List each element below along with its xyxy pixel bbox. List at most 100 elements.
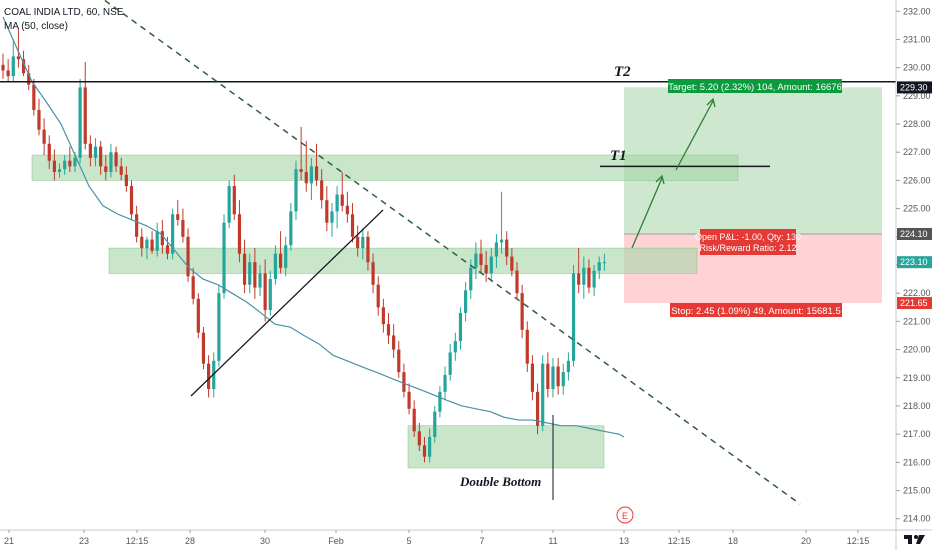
candle-body: [335, 194, 339, 212]
x-tick-label: 21: [4, 536, 14, 546]
candle-body: [386, 324, 391, 336]
candle-body: [191, 276, 195, 299]
y-tick-label: 227.00: [903, 147, 931, 157]
candle: [304, 140, 308, 192]
stop-label-box: [670, 303, 842, 317]
event-badge: [616, 506, 634, 524]
candle: [68, 146, 72, 172]
candle: [268, 270, 272, 316]
candle-body: [32, 84, 36, 110]
candle-body: [258, 273, 262, 288]
candle-body: [284, 245, 288, 268]
candle: [47, 135, 51, 170]
candle-body: [561, 372, 565, 387]
candle-body: [171, 214, 175, 254]
candle-body: [11, 56, 15, 77]
candle-body: [104, 166, 108, 172]
candle: [361, 228, 365, 260]
x-tick-label: 23: [79, 536, 89, 546]
candle: [412, 400, 416, 437]
candle: [207, 355, 211, 398]
candle: [37, 98, 41, 136]
candle-body: [145, 239, 149, 249]
candle-body: [124, 174, 128, 187]
candle: [340, 171, 344, 212]
y-axis: 214.00 215.00 216.00 217.00 218.00 219.00 220.…: [895, 0, 932, 550]
tradingview-logo[interactable]: [900, 528, 930, 548]
candle: [155, 222, 159, 257]
x-tick-label: 5: [406, 536, 411, 546]
candle-body: [304, 171, 308, 184]
candle-body: [253, 262, 257, 288]
candle-body: [325, 200, 329, 223]
candle-body: [150, 239, 154, 251]
open-pnl-label: Open P&L: -1.00, Qty: 130: [695, 232, 801, 242]
candle-body: [47, 143, 51, 161]
candle-body: [530, 363, 535, 392]
candle-body: [443, 374, 447, 392]
candle: [407, 383, 411, 415]
candle: [11, 39, 15, 82]
price-marker-box: [897, 297, 932, 310]
candle: [314, 143, 319, 187]
candle: [309, 157, 313, 201]
candle-body: [474, 253, 478, 268]
candle-body: [176, 214, 180, 220]
candle: [78, 78, 82, 164]
candle-body: [330, 211, 334, 223]
candle-body: [556, 366, 560, 387]
candle: [42, 118, 46, 156]
candle: [16, 28, 21, 68]
candle: [99, 140, 103, 175]
candle-body: [6, 70, 10, 77]
candle-body: [402, 372, 406, 392]
price-marker-label: 221.65: [900, 298, 928, 308]
candle: [119, 157, 123, 181]
candle-body: [479, 253, 483, 265]
candle: [479, 239, 483, 274]
candle-body: [222, 222, 226, 294]
candle-body: [160, 231, 164, 246]
descending-trendline: [103, 0, 801, 505]
candle: [160, 219, 164, 254]
candle: [227, 180, 231, 229]
candle: [165, 236, 170, 260]
candle: [217, 284, 221, 367]
candle-body: [99, 146, 103, 167]
candle: [556, 358, 560, 395]
support-zone: [108, 247, 698, 274]
price-marker-box: [897, 256, 932, 269]
t2-arrow-head: [706, 97, 716, 108]
candle-body: [356, 236, 360, 249]
x-tick-label: 12:15: [847, 536, 870, 546]
candle: [278, 231, 283, 274]
candle: [186, 228, 190, 282]
candle: [330, 202, 334, 237]
candle-body: [232, 186, 236, 215]
candle-body: [57, 169, 62, 172]
candle-body: [469, 267, 473, 291]
candle-body: [577, 273, 581, 285]
candle-body: [412, 408, 416, 432]
candle-body: [314, 166, 319, 181]
candle: [335, 186, 339, 229]
candle-body: [484, 265, 488, 274]
candle: [289, 202, 293, 251]
y-tick-label: 226.00: [903, 175, 931, 185]
candle-body: [505, 239, 509, 257]
candle: [124, 166, 128, 192]
resistance-zone: [31, 154, 739, 181]
candle: [494, 233, 499, 268]
candle-body: [417, 431, 421, 446]
candle-body: [16, 56, 21, 60]
candle-body: [350, 214, 355, 237]
t1-label: T1: [610, 148, 627, 164]
y-tick-label: 232.00: [903, 6, 931, 16]
candles-layer: [1, 28, 606, 463]
candle: [196, 293, 200, 339]
candle-body: [294, 169, 298, 212]
stop-label: Stop: 2.45 (1.09%) 49, Amount: 15681.5: [671, 306, 841, 317]
candle: [294, 160, 298, 220]
t1-arrow-line: [631, 177, 663, 249]
